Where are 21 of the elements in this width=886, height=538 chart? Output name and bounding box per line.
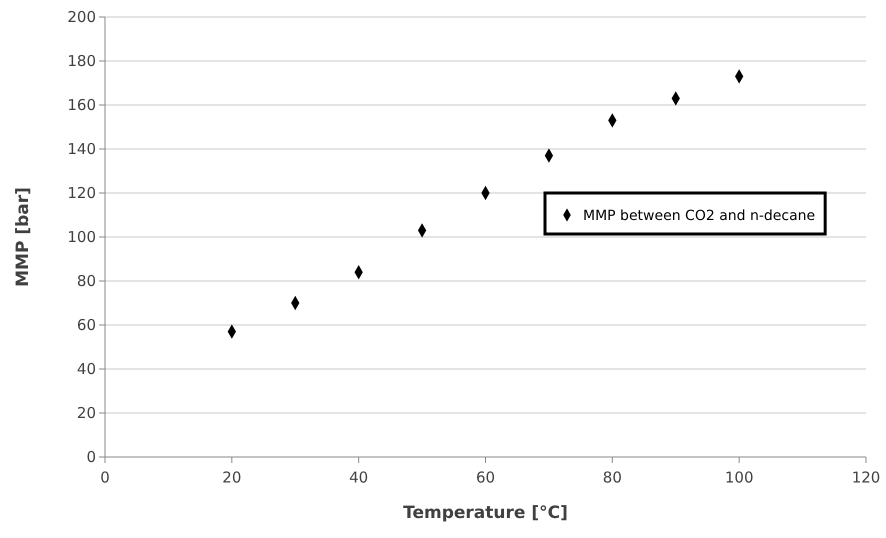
y-tick-label: 200 (67, 8, 96, 26)
y-tick-label: 60 (76, 316, 96, 334)
x-axis-title: Temperature [°C] (403, 503, 568, 523)
y-tick-label: 120 (67, 184, 96, 202)
y-tick-label: 180 (67, 52, 96, 70)
y-axis-title: MMP [bar] (13, 187, 33, 287)
y-tick-label: 80 (76, 272, 96, 290)
y-tick-label: 140 (67, 140, 96, 158)
x-tick-label: 20 (222, 468, 242, 486)
x-tick-label: 100 (724, 468, 754, 486)
y-tick-label: 100 (67, 228, 96, 246)
legend-label: MMP between CO2 and n-decane (583, 208, 816, 224)
y-tick-label: 40 (76, 360, 96, 378)
x-tick-label: 0 (100, 468, 110, 486)
x-tick-label: 60 (476, 468, 496, 486)
y-tick-label: 160 (67, 96, 96, 114)
x-tick-label: 80 (602, 468, 622, 486)
y-tick-label: 20 (76, 404, 96, 422)
x-tick-label: 120 (852, 468, 880, 486)
x-tick-label: 40 (349, 468, 368, 486)
y-tick-label: 0 (86, 448, 96, 466)
